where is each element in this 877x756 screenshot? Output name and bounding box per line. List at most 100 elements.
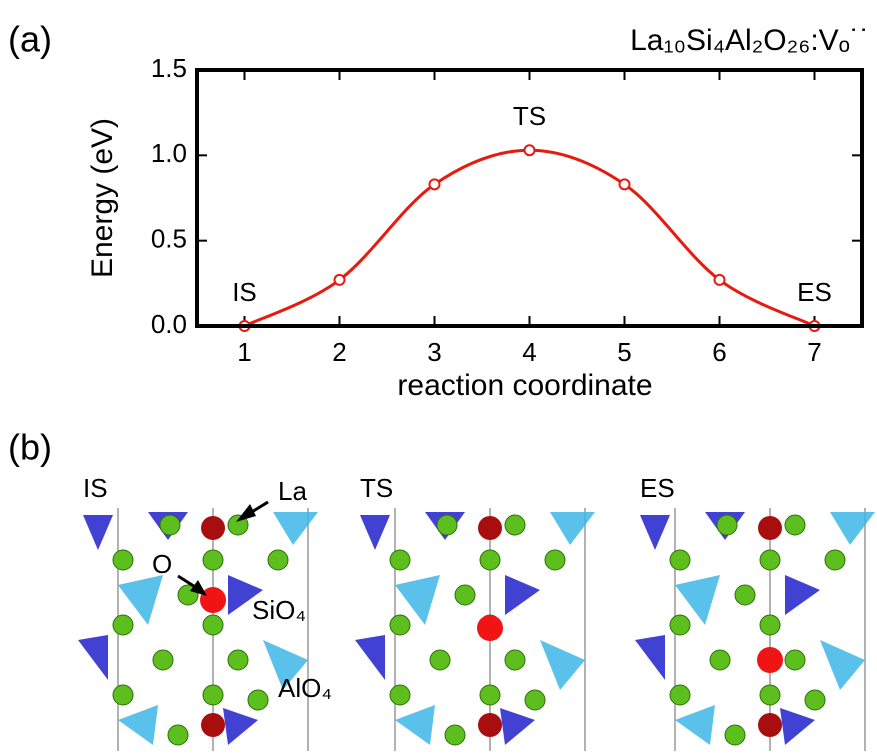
y-tick-label: 1.5 [151,53,187,83]
tetrahedron [635,635,665,680]
y-axis-label: Energy (eV) [86,118,119,278]
y-tick-label: 0.0 [151,309,187,339]
energy-curve [245,150,815,326]
data-point [335,275,345,285]
la-atom [760,615,780,635]
x-tick-label: 5 [617,337,631,367]
la-atom [505,650,525,670]
chart-title: La₁₀Si₄Al₂O₂₆:Vₒ˙˙ [630,24,870,57]
la-atom [455,585,475,605]
o-atom [478,516,502,540]
point-label: IS [232,277,257,307]
la-atom [525,690,545,710]
o-atom [758,516,782,540]
la-atom [203,615,223,635]
tetrahedron [505,575,540,615]
la-atom [248,690,268,710]
mobile-o-atom [477,615,503,641]
la-atom [785,515,805,535]
la-atom [480,685,500,705]
y-tick-label: 1.0 [151,138,187,168]
tetrahedron [540,640,585,690]
mobile-o-atom [757,647,783,673]
panel-label: (b) [8,427,52,468]
structure-annotation: O [152,549,172,579]
la-atom [670,550,690,570]
structure-images: IS TS ES La O SiO₄ AlO₄ [78,473,875,751]
la-atom [710,650,730,670]
structure-annotation: AlO₄ [278,673,332,703]
x-tick-label: 7 [807,337,821,367]
o-atom [758,713,782,737]
o-atom [478,713,502,737]
data-point [525,145,535,155]
la-atom [480,550,500,570]
y-tick-label: 0.5 [151,224,187,254]
la-atom [725,725,745,745]
tetrahedron [223,708,258,745]
tetrahedron [820,640,865,690]
tetrahedron [360,515,390,550]
la-atom [228,650,248,670]
la-atom [203,685,223,705]
la-atom [505,515,525,535]
la-atom [735,585,755,605]
la-atom [113,685,133,705]
tetrahedron [395,705,435,745]
data-point [430,179,440,189]
data-point [715,275,725,285]
point-label: TS [513,101,546,131]
tetrahedron [550,512,595,545]
la-atom [785,650,805,670]
figure: (a) La₁₀Si₄Al₂O₂₆:Vₒ˙˙ reaction coordina… [0,0,877,751]
tetrahedron [675,705,715,745]
tetrahedron [830,512,875,545]
data-point [620,179,630,189]
x-axis-label: reaction coordinate [397,369,652,402]
x-tick-label: 4 [522,337,536,367]
la-atom [825,550,845,570]
la-atom [430,650,450,670]
x-tick-label: 2 [332,337,346,367]
tetrahedron [273,512,318,545]
structure-annotation: SiO₄ [252,595,306,625]
la-atom [113,615,133,635]
panel-label: (a) [8,19,52,60]
la-atom [113,550,133,570]
la-atom [545,550,565,570]
x-tick-label: 1 [237,337,251,367]
la-atom [717,515,737,535]
structure-label: IS [83,473,108,503]
la-atom [390,685,410,705]
la-atom [670,685,690,705]
la-atom [805,690,825,710]
tetrahedron [83,515,113,550]
la-atom [760,685,780,705]
tetrahedron [785,575,820,615]
la-atom [168,725,188,745]
structure-label: ES [640,473,675,503]
x-tick-label: 3 [427,337,441,367]
plot: 0.0 0.5 1.0 1.5 1 2 3 4 5 6 7 IS TS ES [151,53,862,367]
o-atom [201,516,225,540]
la-atom [160,515,180,535]
tetrahedron [780,708,815,745]
structure-annotation: La [278,476,307,506]
la-atom [153,650,173,670]
o-atom [201,713,225,737]
x-tick-label: 6 [712,337,726,367]
la-atom [437,515,457,535]
la-atom [203,550,223,570]
la-atom [390,615,410,635]
tetrahedron [118,705,158,745]
tetrahedron [78,635,108,680]
tetrahedron [355,635,385,680]
structure-label: TS [360,473,393,503]
la-atom [670,615,690,635]
point-label: ES [797,277,832,307]
la-atom [445,725,465,745]
la-atom [268,550,288,570]
tetrahedron [500,708,535,745]
la-atom [760,550,780,570]
la-atom [390,550,410,570]
